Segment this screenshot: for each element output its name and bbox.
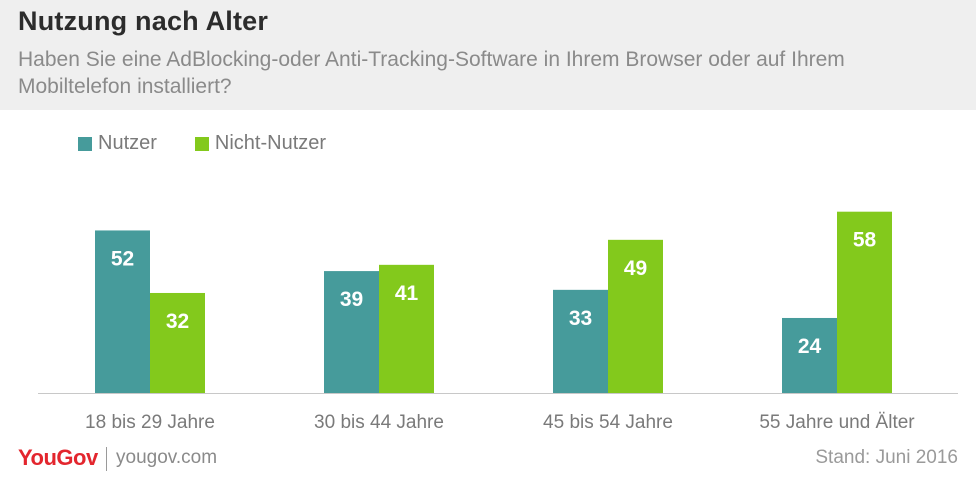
x-tick-label: 30 bis 44 Jahre (314, 412, 444, 433)
data-label-nutzer: 52 (111, 247, 134, 270)
legend-swatch-nutzer (78, 136, 92, 151)
legend-item-nutzer: Nutzer (78, 132, 157, 155)
data-label-nutzer: 39 (340, 288, 363, 311)
bar-nicht-nutzer (379, 264, 434, 393)
legend-label-nicht-nutzer: Nicht-Nutzer (214, 132, 327, 154)
bar-nutzer (95, 230, 150, 393)
data-label-nutzer: 33 (569, 307, 592, 330)
legend-swatch-nicht-nutzer (194, 136, 209, 151)
chart-subtitle: Haben Sie eine AdBlocking-oder Anti-Trac… (18, 48, 845, 98)
x-tick-label: 55 Jahre und Älter (759, 412, 915, 433)
chart-title: Nutzung nach Alter (18, 6, 269, 36)
bar-nutzer (324, 271, 379, 393)
data-label-nicht-nutzer: 41 (395, 282, 419, 305)
legend-label-nutzer: Nutzer (98, 132, 157, 154)
bar-nicht-nutzer (837, 211, 892, 393)
data-label-nicht-nutzer: 49 (624, 257, 647, 280)
bar-nicht-nutzer (608, 239, 663, 393)
bar-nutzer (782, 317, 837, 393)
footer-divider (106, 447, 107, 471)
footer-date: Stand: Juni 2016 (815, 447, 958, 468)
x-tick-label: 45 bis 54 Jahre (543, 412, 673, 433)
footer-url: yougov.com (116, 447, 218, 468)
yougov-logo: YouGov (18, 445, 98, 470)
data-label-nicht-nutzer: 32 (166, 310, 189, 333)
data-label-nutzer: 24 (798, 335, 822, 358)
data-label-nicht-nutzer: 58 (853, 229, 877, 252)
bar-nicht-nutzer (150, 292, 205, 393)
chart-legend: Nutzer Nicht-Nutzer (78, 132, 364, 155)
chart-header: Nutzung nach Alter Haben Sie eine AdBloc… (0, 0, 976, 110)
x-tick-label: 18 bis 29 Jahre (85, 412, 215, 433)
bar-nutzer (553, 289, 608, 393)
legend-item-nicht-nutzer: Nicht-Nutzer (194, 132, 327, 155)
